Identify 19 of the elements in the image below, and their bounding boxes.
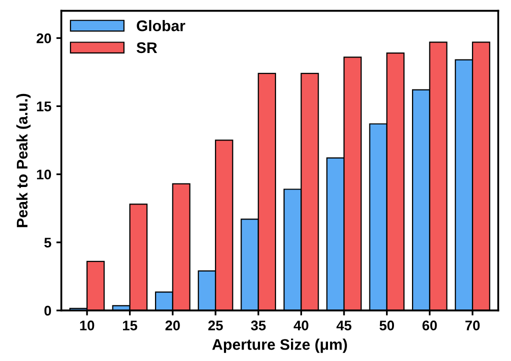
x-tick-label: 70	[465, 320, 480, 330]
x-tick-label: 25	[208, 320, 223, 330]
x-tick-label: 15	[123, 320, 138, 330]
y-tick-label: 20	[36, 33, 52, 44]
x-tick-label: 40	[294, 320, 308, 330]
x-tick-label: 60	[422, 320, 437, 330]
y-axis-title: Peak to Peak (a.u.)	[16, 94, 31, 228]
y-tick-label: 10	[37, 170, 52, 180]
x-tick-label: 50	[380, 320, 394, 330]
y-tick-label: 0	[44, 306, 52, 316]
x-tick-label: 20	[165, 320, 180, 330]
x-axis-title: Aperture Size (μm)	[212, 338, 347, 353]
legend-label: Globar	[136, 20, 186, 32]
x-tick-label: 35	[250, 320, 266, 330]
y-tick-label: 15	[37, 102, 52, 112]
legend-label: SR	[136, 42, 158, 54]
x-tick-label: 10	[80, 320, 94, 330]
x-tick-label: 45	[336, 320, 352, 330]
y-tick-label: 5	[44, 238, 52, 248]
